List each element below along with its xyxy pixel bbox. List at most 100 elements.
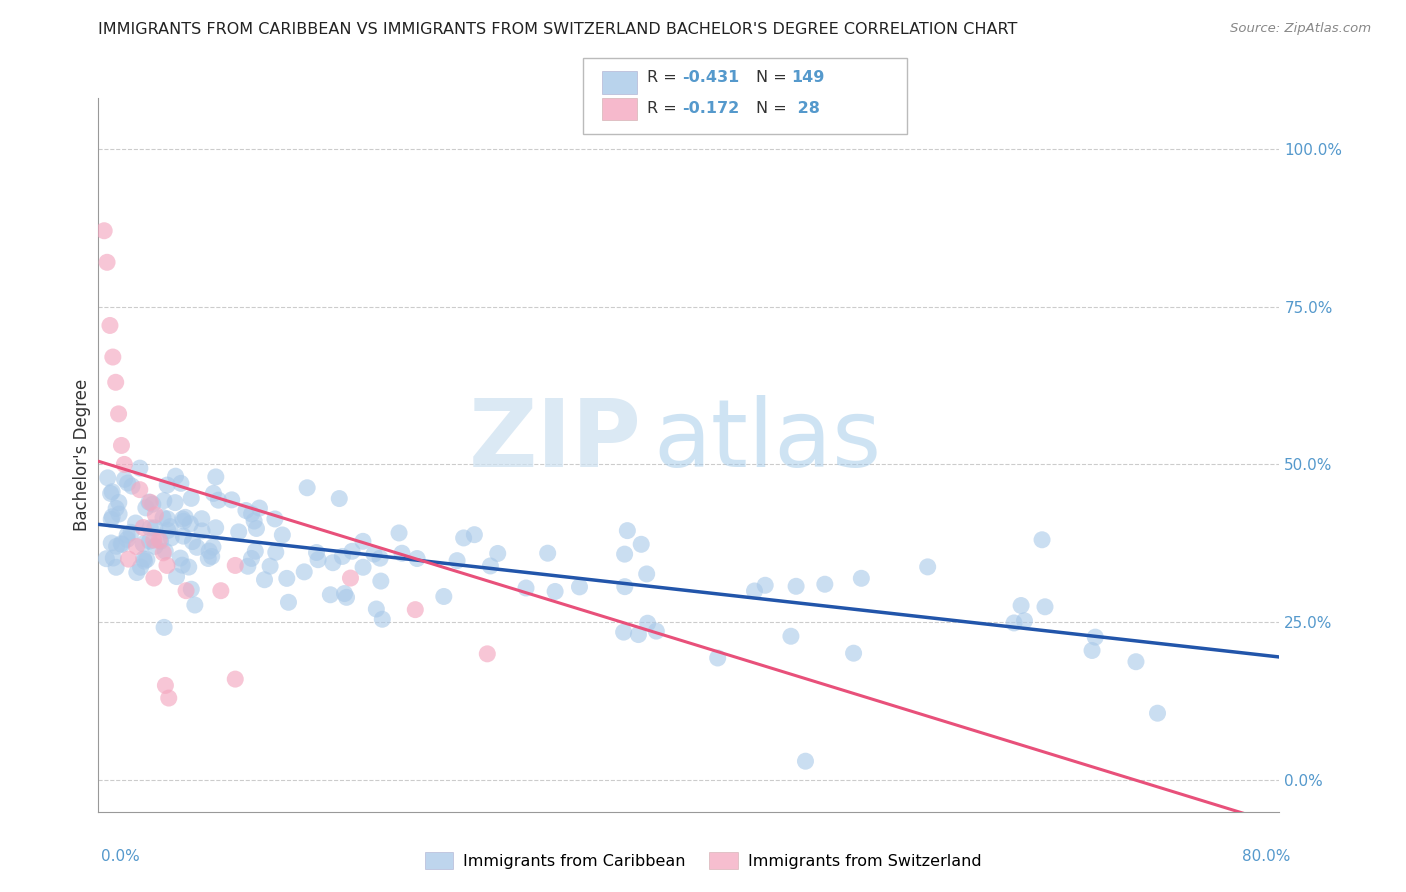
Point (479, 558, 502, 573)
Text: -0.431: -0.431 (682, 70, 740, 85)
Point (366, 602, 388, 616)
Point (174, 583, 197, 598)
Point (370, 574, 392, 588)
Point (630, 537, 652, 551)
Point (477, 647, 499, 661)
Point (125, 540, 148, 554)
Point (108, 507, 131, 521)
Point (1031, 533, 1053, 547)
Point (406, 551, 429, 566)
Point (96, 551, 118, 566)
Point (117, 476, 139, 491)
Point (271, 528, 294, 542)
Point (1081, 643, 1104, 657)
Point (121, 479, 143, 493)
Point (486, 546, 509, 560)
Point (204, 470, 226, 484)
Point (613, 580, 636, 594)
Point (224, 672, 246, 686)
Point (1014, 614, 1036, 628)
Text: N =: N = (756, 102, 793, 116)
Point (842, 646, 865, 660)
Point (166, 569, 188, 583)
Point (165, 495, 187, 509)
Point (156, 512, 179, 526)
Point (169, 551, 191, 566)
Point (143, 521, 166, 535)
Point (224, 558, 246, 573)
Point (240, 551, 263, 566)
Point (184, 598, 207, 612)
Point (339, 571, 361, 585)
Point (245, 521, 267, 535)
Point (153, 620, 176, 634)
Point (568, 580, 591, 594)
Y-axis label: Bachelor's Degree: Bachelor's Degree (73, 379, 91, 531)
Point (159, 519, 181, 533)
Point (794, 754, 817, 768)
Point (209, 583, 232, 598)
Point (120, 525, 142, 540)
Text: ZIP: ZIP (468, 394, 641, 487)
Point (112, 458, 135, 472)
Point (100, 512, 122, 526)
Point (153, 493, 176, 508)
Point (780, 629, 803, 643)
Point (97, 471, 120, 485)
Point (115, 528, 138, 542)
Point (1010, 599, 1032, 613)
Point (124, 516, 146, 530)
Point (201, 549, 224, 564)
Point (446, 554, 468, 568)
Point (240, 507, 263, 521)
Point (391, 546, 413, 560)
Point (201, 540, 224, 554)
Point (139, 495, 162, 509)
Point (111, 537, 134, 551)
Point (172, 529, 194, 543)
Point (181, 534, 204, 549)
Point (198, 544, 221, 558)
Point (292, 565, 315, 579)
Point (114, 472, 136, 486)
Point (613, 547, 636, 561)
Point (636, 566, 658, 581)
Point (627, 627, 650, 641)
Point (616, 524, 638, 538)
Point (228, 524, 250, 539)
Point (236, 559, 259, 574)
Point (191, 524, 214, 538)
Point (148, 533, 170, 548)
Text: R =: R = (647, 70, 682, 85)
Point (235, 503, 257, 517)
Point (152, 510, 174, 524)
Point (128, 461, 150, 475)
Point (180, 582, 202, 597)
Point (105, 560, 128, 574)
Point (785, 579, 807, 593)
Point (105, 539, 128, 553)
Point (132, 552, 155, 566)
Point (93, 224, 115, 238)
Text: Source: ZipAtlas.com: Source: ZipAtlas.com (1230, 22, 1371, 36)
Point (191, 512, 214, 526)
Point (645, 624, 668, 639)
Point (96, 255, 118, 269)
Point (108, 495, 131, 509)
Point (340, 544, 363, 558)
Point (544, 584, 567, 599)
Text: IMMIGRANTS FROM CARIBBEAN VS IMMIGRANTS FROM SWITZERLAND BACHELOR'S DEGREE CORRE: IMMIGRANTS FROM CARIBBEAN VS IMMIGRANTS … (98, 22, 1018, 37)
Text: N =: N = (756, 70, 793, 85)
Point (138, 495, 160, 509)
Point (157, 691, 180, 706)
Point (243, 514, 266, 528)
Point (245, 544, 267, 558)
Point (98, 318, 121, 333)
Point (332, 549, 354, 564)
Point (135, 500, 157, 515)
Text: -0.172: -0.172 (682, 102, 740, 116)
Point (204, 521, 226, 535)
Point (328, 491, 350, 506)
Point (322, 556, 344, 570)
Point (101, 350, 124, 364)
